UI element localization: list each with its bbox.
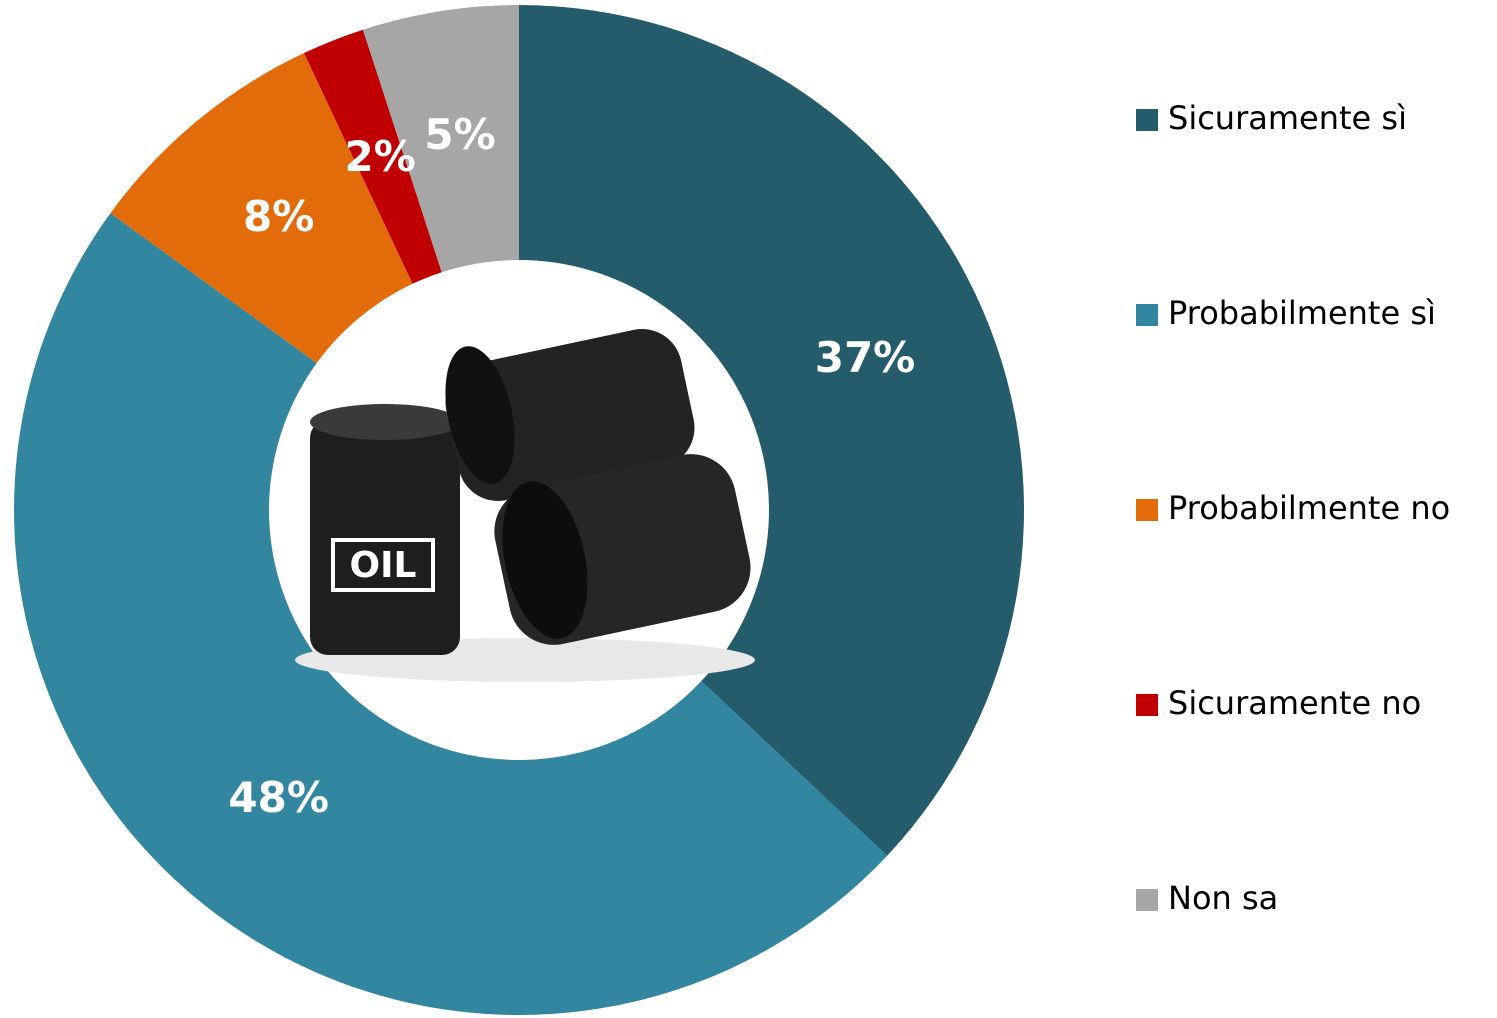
value-labels: 37% 48% 8% 2% 5% (228, 110, 915, 822)
legend-swatch (1136, 109, 1158, 131)
slice (303, 29, 442, 284)
value-label: 37% (815, 333, 916, 382)
legend-swatch (1136, 304, 1158, 326)
legend-swatch (1136, 694, 1158, 716)
legend-label: Probabilmente no (1168, 489, 1450, 527)
slice (362, 5, 519, 273)
legend-label: Sicuramente sì (1168, 99, 1407, 137)
slice (519, 5, 1024, 856)
legend: Sicuramente sì Probabilmente sì Probabilme… (1136, 99, 1450, 917)
slice (13, 213, 888, 1016)
legend-swatch (1136, 889, 1158, 911)
value-label: 48% (228, 773, 329, 822)
value-label: 2% (345, 132, 416, 181)
center-label: OIL (350, 545, 417, 586)
value-label: 5% (424, 110, 495, 159)
legend-swatch (1136, 499, 1158, 521)
legend-label: Non sa (1168, 879, 1278, 917)
value-label: 8% (243, 192, 314, 241)
legend-label: Sicuramente no (1168, 684, 1421, 722)
center-image: OIL (295, 329, 755, 682)
slice (110, 53, 413, 364)
legend-label: Probabilmente sì (1168, 294, 1436, 332)
slices (13, 5, 1024, 1016)
